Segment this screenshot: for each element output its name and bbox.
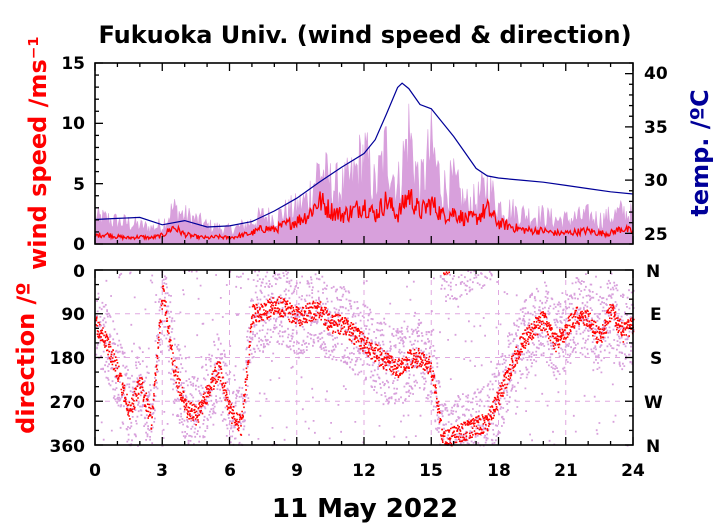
compass-tick-label: N (646, 437, 660, 457)
x-tick-label: 12 (352, 461, 376, 481)
x-tick-label: 3 (156, 461, 168, 481)
wind-tick-label: 5 (73, 175, 85, 195)
x-axis-label: 11 May 2022 (272, 494, 458, 524)
temperature-line (94, 82, 634, 228)
compass-tick-label: S (650, 349, 662, 369)
x-tick-label: 24 (621, 461, 645, 481)
direction-panel: 0 90 180 270 360 N E S W N 0 3 6 9 12 15… (50, 262, 664, 481)
wind-tick-label: 15 (61, 54, 85, 74)
wind-speed-panel: 0 5 10 15 25 30 35 40 (61, 54, 668, 255)
x-tick-label: 6 (224, 461, 236, 481)
compass-tick-label: W (644, 393, 663, 413)
wind-tick-label: 0 (73, 235, 85, 255)
x-tick-label: 15 (419, 461, 443, 481)
x-tick-label: 0 (89, 461, 101, 481)
wind-mean-line (94, 189, 634, 242)
compass-tick-label: N (646, 262, 660, 282)
temp-tick-label: 25 (644, 225, 668, 245)
direction-mean-points (95, 271, 635, 447)
compass-tick-label: E (650, 305, 662, 325)
x-tick-label: 9 (291, 461, 303, 481)
direction-tick-label: 180 (50, 349, 86, 369)
wind-gust-area (94, 103, 634, 245)
wind-speed-axis-label: wind speed /ms⁻¹ (24, 36, 52, 270)
temp-tick-label: 35 (644, 118, 668, 138)
direction-tick-label: 360 (50, 437, 86, 457)
direction-tick-label: 0 (73, 262, 85, 282)
x-tick-label: 18 (487, 461, 511, 481)
wind-tick-label: 10 (61, 114, 85, 134)
temperature-axis-label: temp. /ºC (686, 89, 714, 216)
direction-tick-label: 90 (61, 305, 85, 325)
chart-title: Fukuoka Univ. (wind speed & direction) (98, 21, 631, 49)
temp-tick-label: 40 (644, 64, 668, 84)
direction-axis-label: direction /º (12, 282, 40, 434)
direction-tick-label: 270 (50, 393, 86, 413)
direction-gust-points (95, 270, 635, 447)
x-tick-label: 21 (554, 461, 578, 481)
temp-tick-label: 30 (644, 171, 668, 191)
